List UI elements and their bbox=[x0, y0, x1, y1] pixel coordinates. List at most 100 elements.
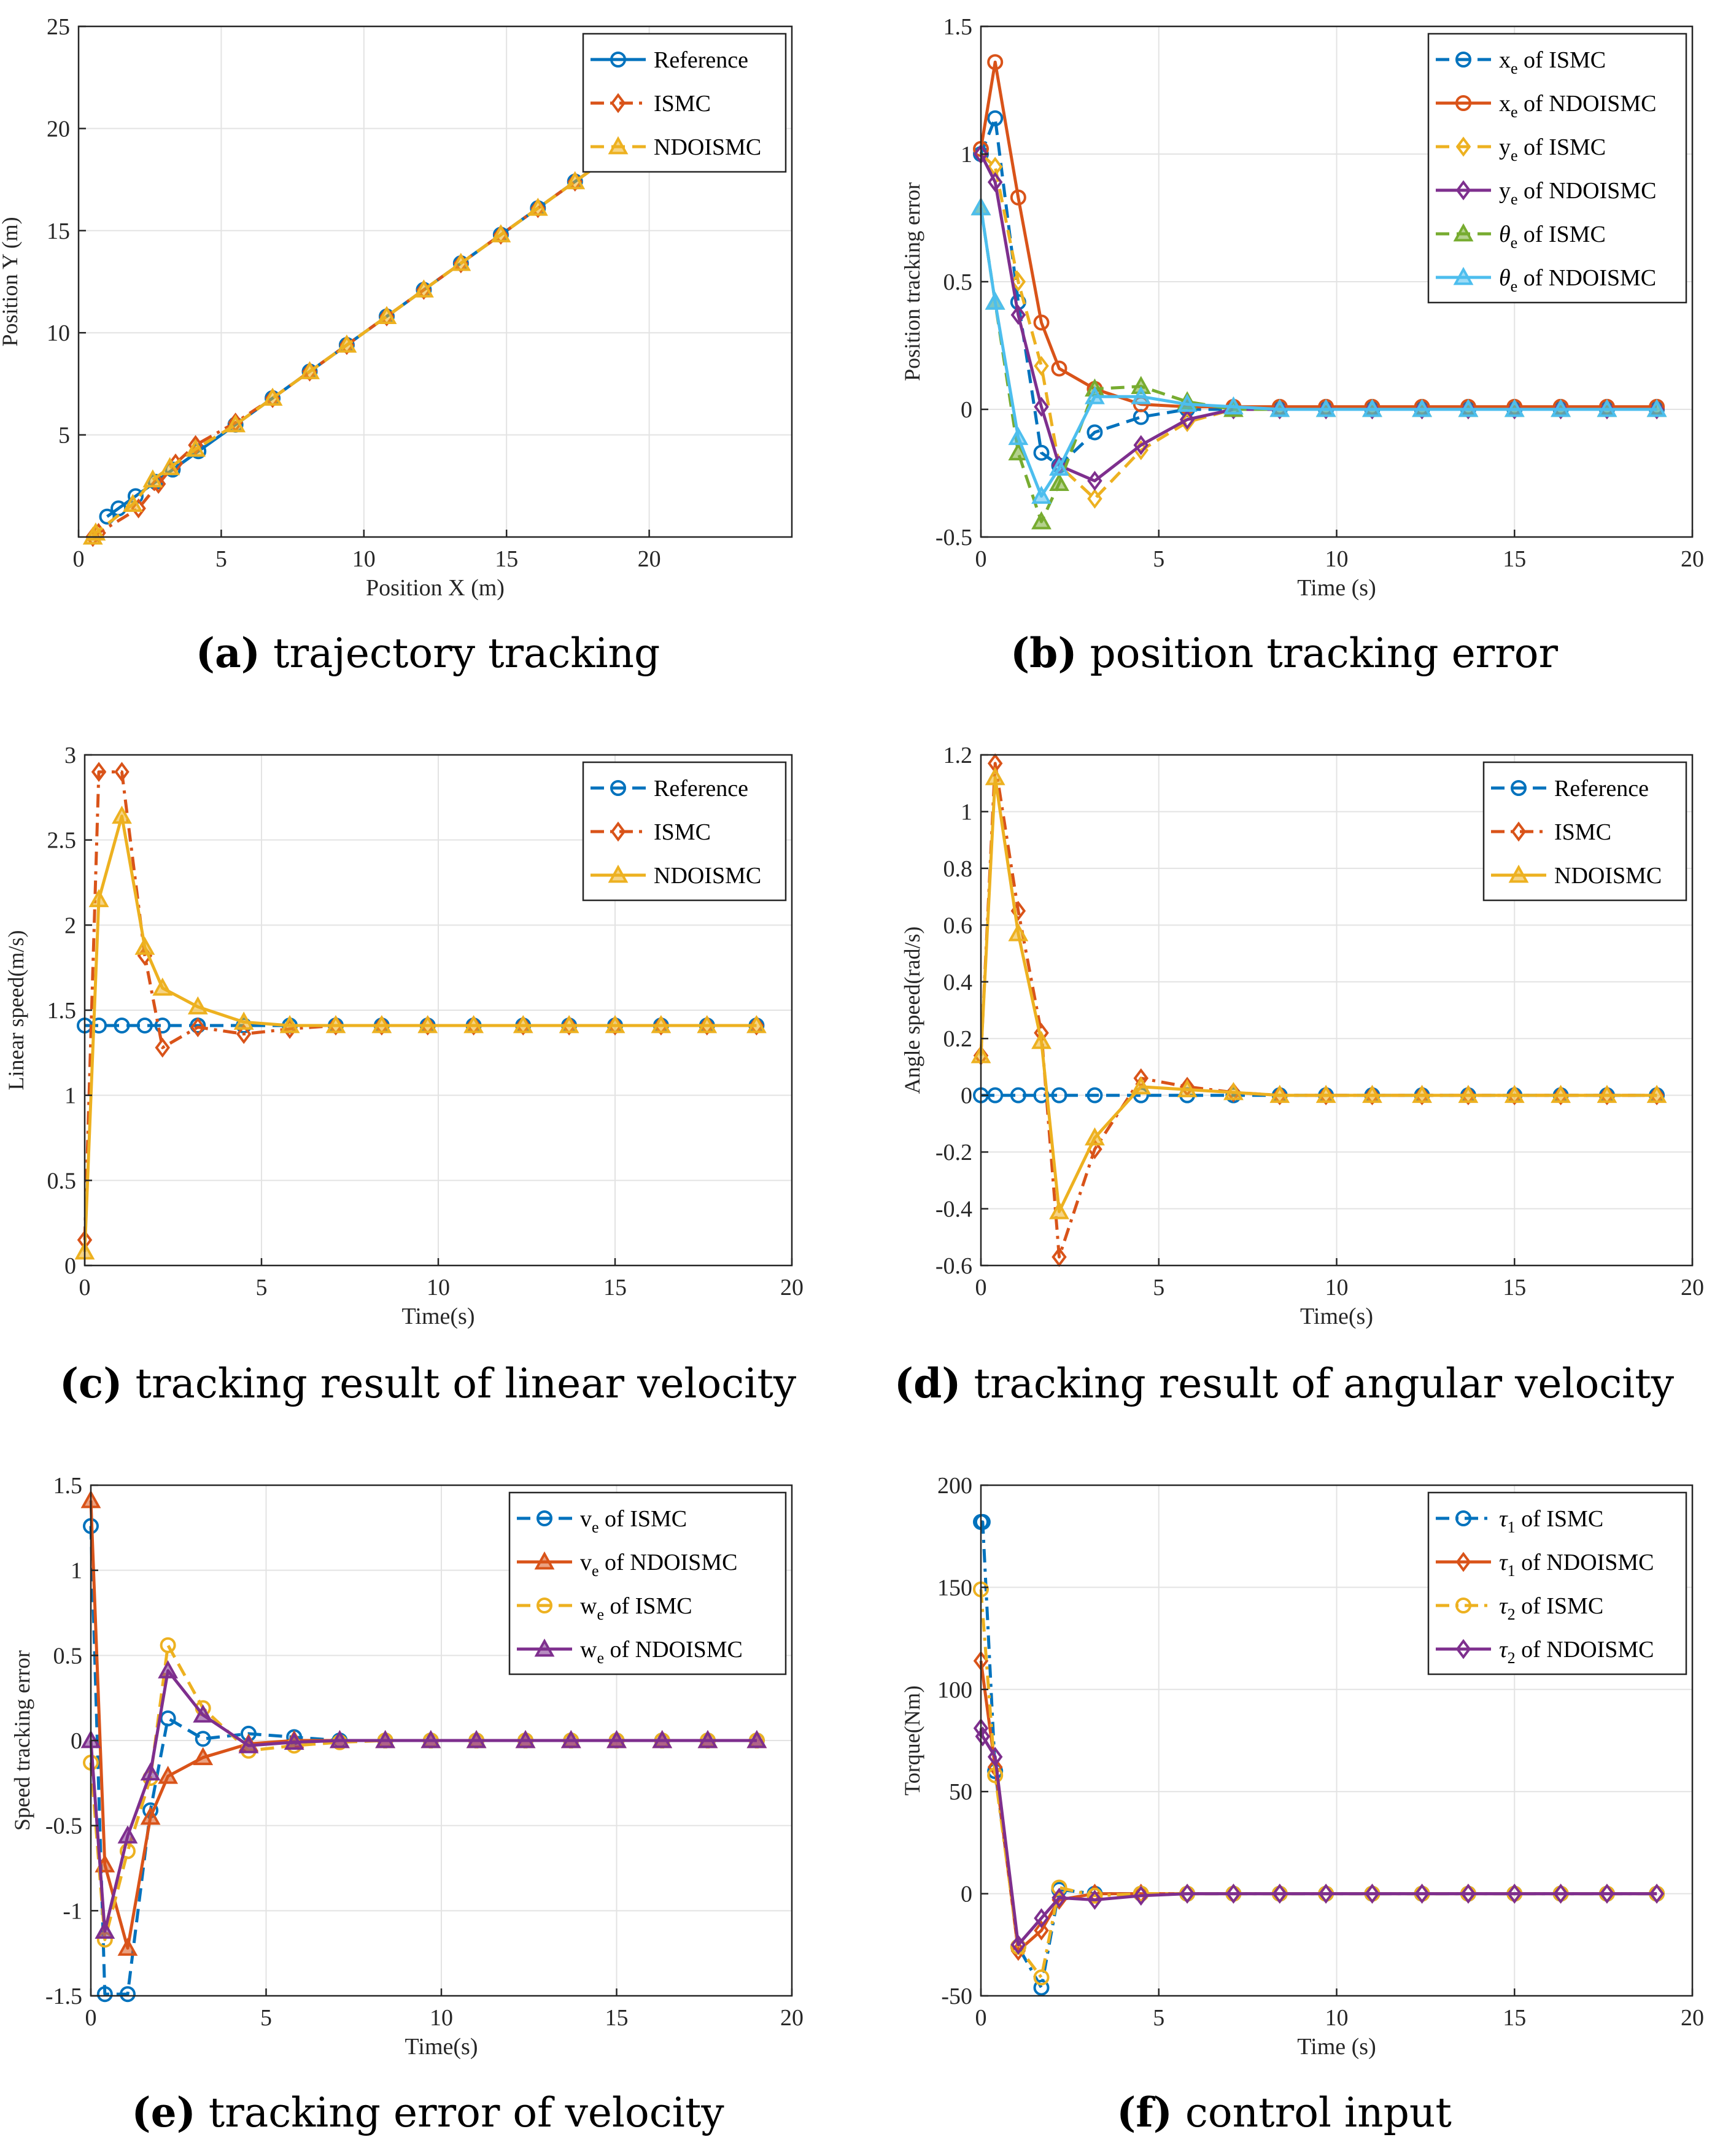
x-axis-label: Time (s) bbox=[1297, 2034, 1376, 2060]
legend-marker bbox=[610, 93, 626, 114]
legend-label: NDOISMC bbox=[1554, 863, 1662, 889]
legend-label-subscript: 1 bbox=[1508, 1562, 1516, 1580]
x-tick-label: 15 bbox=[1503, 2005, 1526, 2031]
data-point bbox=[1087, 471, 1102, 491]
legend-label-main: x bbox=[1499, 47, 1511, 73]
data-point bbox=[1177, 1079, 1198, 1097]
legend-label-main: v bbox=[580, 1550, 592, 1575]
legend-label: ye of ISMC bbox=[1499, 134, 1606, 164]
legend-label-subscript: e bbox=[1511, 190, 1518, 208]
legend-label-main: τ bbox=[1499, 1550, 1508, 1575]
legend-label: τ2 of NDOISMC bbox=[1499, 1637, 1654, 1667]
data-point bbox=[987, 1087, 1004, 1103]
y-tick-label: 0 bbox=[71, 1728, 82, 1754]
data-point bbox=[1049, 1201, 1069, 1219]
legend-label: we of ISMC bbox=[580, 1593, 692, 1623]
data-point bbox=[1010, 1087, 1026, 1103]
legend-label-main: ISMC bbox=[654, 91, 711, 117]
legend-marker bbox=[610, 52, 626, 68]
series-line bbox=[91, 125, 653, 538]
legend-label-main: NDOISMC bbox=[654, 134, 761, 160]
legend-label-main: ISMC bbox=[1554, 819, 1611, 845]
x-tick-label: 5 bbox=[256, 1275, 268, 1300]
y-tick-label: -50 bbox=[941, 1984, 972, 2009]
data-point bbox=[697, 1729, 718, 1748]
y-tick-label: 0.8 bbox=[943, 856, 973, 882]
data-point bbox=[236, 1024, 252, 1045]
data-point bbox=[1315, 1084, 1336, 1103]
data-point bbox=[225, 414, 246, 433]
data-point bbox=[1051, 1087, 1067, 1103]
series-c-2 bbox=[74, 805, 767, 1260]
caption-e-tag: (e) bbox=[131, 2088, 196, 2136]
data-point bbox=[122, 493, 143, 512]
data-point bbox=[1507, 1884, 1522, 1904]
legend-entry: ye of ISMC bbox=[1436, 134, 1606, 164]
legend-label-subscript: e bbox=[1511, 234, 1518, 252]
x-tick-label: 15 bbox=[603, 1275, 627, 1300]
legend-label: θe of ISMC bbox=[1499, 222, 1606, 252]
data-point bbox=[1087, 489, 1102, 509]
x-tick-label: 10 bbox=[1325, 2005, 1349, 2031]
caption-d-tag: (d) bbox=[894, 1359, 961, 1407]
legend-label-main: NDOISMC bbox=[654, 863, 761, 889]
legend-label: ve of ISMC bbox=[580, 1506, 687, 1536]
data-point bbox=[1034, 355, 1049, 376]
y-tick-label: 200 bbox=[937, 1473, 972, 1499]
legend-label-main: v bbox=[580, 1506, 592, 1532]
caption-b: (b) position tracking error bbox=[856, 629, 1712, 677]
data-point bbox=[414, 279, 434, 298]
data-point bbox=[975, 1726, 991, 1747]
legend-entry: we of ISMC bbox=[517, 1593, 692, 1623]
legend-entry: τ2 of ISMC bbox=[1436, 1593, 1603, 1623]
data-point bbox=[1460, 1884, 1476, 1904]
legend-label-suffix: of NDOISMC bbox=[604, 1637, 743, 1663]
legend-label-suffix: of NDOISMC bbox=[599, 1550, 738, 1575]
legend-entry: ISMC bbox=[1491, 819, 1611, 845]
y-tick-label: -0.6 bbox=[935, 1253, 972, 1279]
data-point bbox=[1133, 1885, 1149, 1906]
data-point bbox=[490, 224, 511, 242]
data-point bbox=[1551, 398, 1571, 417]
data-point bbox=[1033, 314, 1050, 331]
x-axis-label: Time(s) bbox=[1300, 1304, 1373, 1329]
data-point bbox=[1315, 398, 1336, 417]
caption-a-tag: (a) bbox=[195, 629, 260, 677]
data-point bbox=[1504, 398, 1525, 417]
data-point bbox=[1646, 398, 1667, 417]
legend-marker bbox=[610, 780, 626, 796]
x-axis-label: Time(s) bbox=[402, 1304, 475, 1329]
caption-d-text: tracking result of angular velocity bbox=[974, 1360, 1675, 1407]
legend-label-subscript: e bbox=[1511, 147, 1518, 164]
legend-label-main: ISMC bbox=[654, 819, 711, 845]
data-point bbox=[606, 1729, 627, 1748]
data-point bbox=[1010, 189, 1026, 206]
data-point bbox=[1010, 304, 1026, 325]
data-point bbox=[330, 1729, 350, 1748]
legend-label: ISMC bbox=[654, 819, 711, 845]
y-tick-label: 2.5 bbox=[47, 828, 77, 854]
data-point bbox=[527, 198, 548, 216]
series-b-5 bbox=[970, 197, 1667, 504]
data-point bbox=[1597, 398, 1617, 417]
y-tick-label: -1.5 bbox=[45, 1984, 82, 2009]
y-tick-label: 15 bbox=[47, 218, 70, 244]
legend-marker bbox=[536, 1510, 552, 1526]
legend-label-subscript: e bbox=[1511, 277, 1518, 295]
data-point bbox=[85, 522, 106, 541]
y-tick-label: 0 bbox=[961, 397, 972, 423]
data-point bbox=[1553, 1884, 1568, 1904]
data-point bbox=[1086, 424, 1103, 441]
legend-label-suffix: of ISMC bbox=[1516, 1506, 1604, 1532]
legend-label: τ1 of NDOISMC bbox=[1499, 1550, 1654, 1580]
y-tick-label: 0.5 bbox=[53, 1643, 83, 1669]
data-point bbox=[158, 1660, 179, 1679]
y-tick-label: 150 bbox=[937, 1575, 972, 1601]
y-axis-label: Position Y (m) bbox=[0, 217, 22, 346]
x-tick-label: 5 bbox=[260, 2005, 272, 2031]
y-axis-label: Angle speed(rad/s) bbox=[900, 927, 924, 1094]
x-axis-label: Time (s) bbox=[1297, 575, 1376, 601]
data-point bbox=[1031, 485, 1052, 504]
legend-label-suffix: of ISMC bbox=[1517, 222, 1606, 247]
